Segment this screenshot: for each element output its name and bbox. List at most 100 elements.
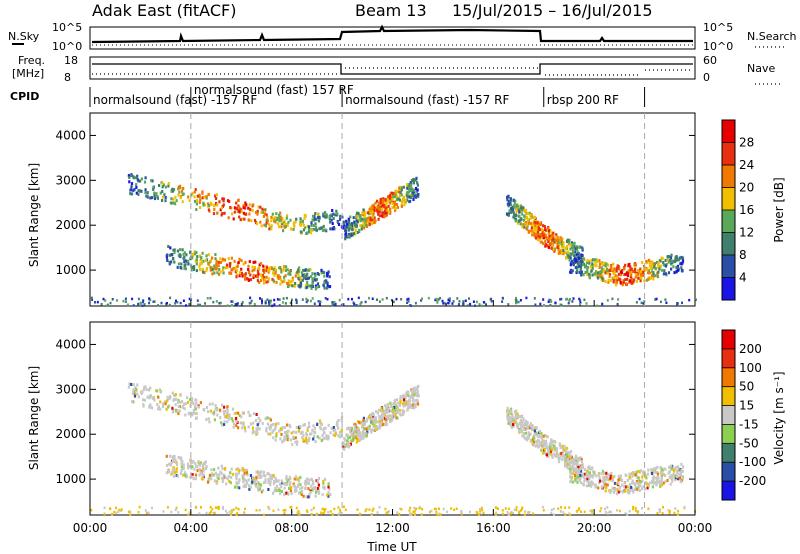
data-cell [415, 507, 418, 511]
data-cell [201, 267, 204, 271]
data-cell [616, 509, 619, 512]
data-cell [634, 270, 637, 274]
data-cell [362, 213, 365, 217]
data-cell [189, 465, 192, 469]
data-cell [313, 302, 316, 305]
data-cell [179, 184, 182, 188]
data-cell [290, 492, 293, 496]
data-cell [237, 507, 240, 511]
data-cell [313, 486, 316, 490]
data-cell [527, 431, 530, 435]
data-cell [209, 409, 212, 413]
data-cell [582, 273, 585, 277]
data-cell [534, 444, 537, 448]
data-cell [371, 297, 374, 300]
data-cell [589, 482, 592, 485]
data-cell [523, 218, 526, 222]
data-cell [369, 417, 372, 421]
data-cell [407, 300, 410, 303]
beam-label: Beam 13 [355, 1, 427, 20]
nsearch-tick-bottom: 10^0 [703, 40, 733, 53]
data-cell [540, 236, 543, 240]
data-cell [652, 468, 655, 472]
data-cell [564, 455, 567, 459]
data-cell [215, 264, 218, 268]
data-cell [474, 304, 476, 307]
data-cell [296, 440, 299, 444]
data-cell [509, 207, 513, 211]
data-cell [214, 407, 217, 411]
data-cell [171, 257, 175, 261]
data-cell [573, 241, 576, 245]
data-cell [174, 202, 177, 206]
data-cell [274, 477, 277, 481]
data-cell [542, 241, 545, 245]
data-cell [395, 406, 398, 410]
data-cell [306, 481, 309, 485]
data-cell [394, 207, 397, 210]
data-cell [640, 469, 643, 473]
data-cell [327, 485, 330, 489]
data-cell [171, 253, 174, 257]
data-cell [378, 210, 381, 214]
data-cell [344, 229, 347, 233]
data-cell [289, 301, 292, 305]
data-cell [232, 508, 235, 511]
data-cell [385, 511, 388, 514]
data-cell [518, 214, 521, 218]
data-cell [281, 440, 284, 444]
data-cell [673, 476, 677, 480]
data-cell [142, 398, 145, 402]
data-cell [647, 468, 650, 472]
colorbar-tick-label: 15 [739, 399, 754, 413]
data-cell [286, 423, 289, 427]
data-cell [301, 436, 304, 439]
data-cell [652, 274, 655, 278]
data-cell [604, 489, 607, 493]
data-cell [414, 513, 416, 516]
data-cell [391, 409, 394, 413]
data-cell [195, 506, 198, 509]
data-cell [233, 485, 237, 489]
data-cell [591, 509, 593, 513]
data-cell [648, 271, 651, 275]
data-cell [148, 388, 151, 392]
data-cell [645, 278, 648, 282]
data-cell [332, 212, 335, 216]
data-cell [574, 479, 577, 483]
data-cell [323, 510, 326, 513]
data-cell [219, 208, 222, 212]
data-cell [352, 216, 355, 220]
data-cell [653, 481, 656, 485]
data-cell [304, 226, 307, 230]
data-cell [238, 486, 241, 490]
data-cell [558, 442, 561, 446]
data-cell [269, 424, 272, 428]
data-cell [548, 237, 551, 241]
data-cell [310, 286, 313, 290]
data-cell [210, 468, 213, 472]
data-cell [534, 220, 537, 224]
data-cell [183, 471, 187, 475]
data-cell [607, 280, 610, 284]
data-cell [389, 420, 392, 424]
data-cell [352, 301, 355, 304]
data-cell [598, 274, 601, 277]
data-cell [164, 402, 167, 406]
data-cell [677, 467, 680, 471]
data-cell [598, 262, 601, 266]
data-cell [283, 493, 286, 497]
data-cell [344, 237, 347, 241]
data-cell [530, 440, 534, 443]
data-cell [435, 511, 438, 514]
data-cell [143, 385, 146, 389]
data-cell [376, 298, 378, 301]
data-cell [179, 196, 182, 200]
data-cell [407, 297, 410, 301]
data-cell [375, 425, 378, 429]
data-cell [564, 513, 567, 516]
data-cell [607, 473, 610, 477]
data-cell [580, 481, 583, 485]
data-cell [330, 213, 333, 217]
data-cell [221, 212, 224, 215]
